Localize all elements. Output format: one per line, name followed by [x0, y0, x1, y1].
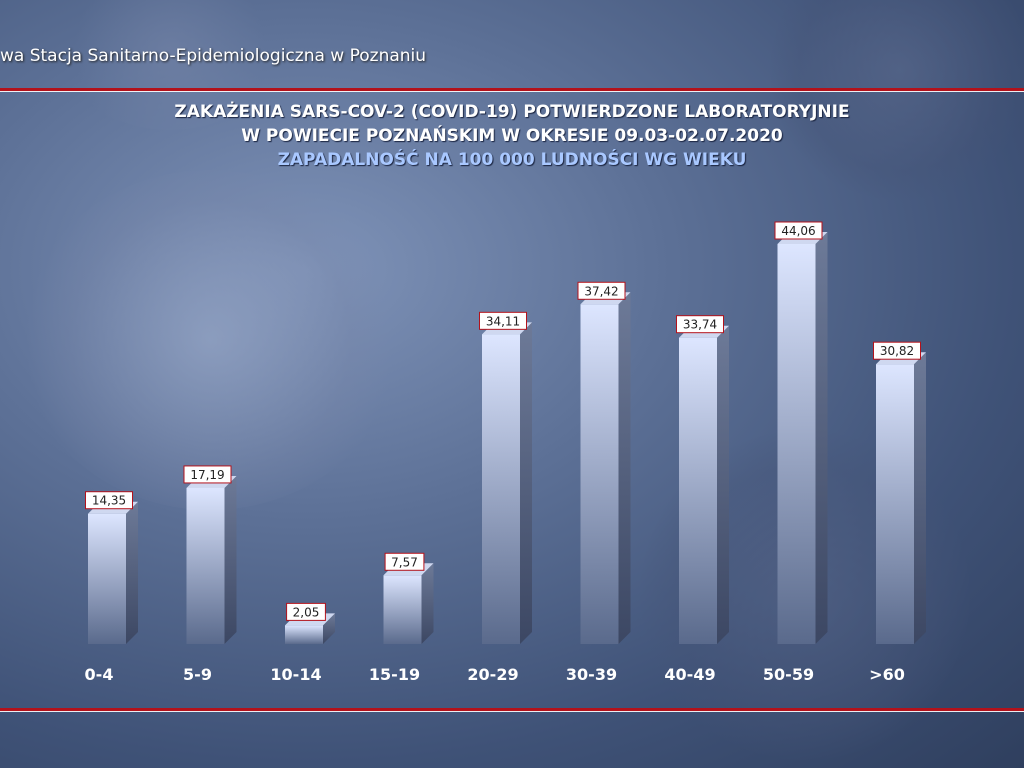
x-tick-label: >60 — [869, 665, 905, 684]
top-rule — [0, 88, 1024, 92]
data-label-box — [384, 552, 425, 571]
data-label-box — [577, 281, 626, 300]
bar-side — [323, 613, 335, 644]
data-label: 33,74 — [683, 318, 717, 332]
x-tick-label: 20-29 — [467, 665, 518, 684]
data-label-box — [774, 221, 823, 240]
bar — [679, 337, 717, 644]
bar — [876, 364, 914, 644]
background-virus-top-left — [60, 0, 280, 130]
bar — [777, 244, 816, 644]
bottom-rule — [0, 708, 1024, 712]
data-label-box — [85, 491, 133, 510]
bar-side — [717, 325, 729, 644]
data-label-box — [286, 602, 326, 621]
chart-title-line-2: W POWIECIE POZNAŃSKIM W OKRESIE 09.03-02… — [241, 126, 783, 146]
bar — [383, 575, 422, 644]
bar-side — [126, 501, 138, 644]
x-tick-label: 0-4 — [85, 665, 114, 684]
data-label-box — [676, 315, 724, 334]
data-label: 44,06 — [781, 224, 815, 238]
bar — [88, 513, 126, 644]
data-label: 37,42 — [584, 284, 618, 298]
data-label: 30,82 — [880, 344, 914, 358]
chart-title-block: ZAKAŻENIA SARS-COV-2 (COVID-19) POTWIERD… — [0, 100, 1024, 172]
data-label-box — [873, 341, 921, 360]
x-tick-label: 50-59 — [763, 665, 814, 684]
background-virus-top-right — [770, 0, 1024, 200]
x-tick-label: 40-49 — [664, 665, 715, 684]
x-tick-label: 5-9 — [183, 665, 212, 684]
data-label: 2,05 — [293, 605, 320, 619]
data-label: 14,35 — [92, 494, 126, 508]
data-label-box — [183, 465, 232, 484]
data-label: 7,57 — [391, 555, 418, 569]
bar-side — [520, 322, 532, 644]
data-label: 34,11 — [486, 314, 520, 328]
bars-group: 14,35 0-4 17,19 5-9 2,05 10-14 7,57 15-19 34,11 2… — [85, 221, 926, 684]
chart-subtitle: ZAPADALNOŚĆ NA 100 000 LUDNOŚCI WG WIEKU — [277, 150, 747, 170]
bar — [186, 487, 225, 644]
bar-side — [618, 292, 631, 644]
bar — [482, 334, 520, 644]
bar-side — [421, 563, 434, 644]
bar — [285, 625, 323, 644]
bar-side — [815, 232, 828, 644]
chart-title-line-1: ZAKAŻENIA SARS-COV-2 (COVID-19) POTWIERD… — [174, 102, 850, 122]
x-tick-label: 30-39 — [566, 665, 617, 684]
background-virus-left — [20, 170, 400, 510]
bar-side — [224, 475, 237, 644]
institution-name: wa Stacja Sanitarno-Epidemiologiczna w P… — [0, 46, 427, 66]
x-tick-label: 10-14 — [270, 665, 321, 684]
data-label-box — [479, 311, 527, 330]
bar — [580, 304, 619, 644]
x-tick-label: 15-19 — [369, 665, 420, 684]
data-label: 17,19 — [190, 468, 224, 482]
bar-side — [914, 352, 926, 644]
